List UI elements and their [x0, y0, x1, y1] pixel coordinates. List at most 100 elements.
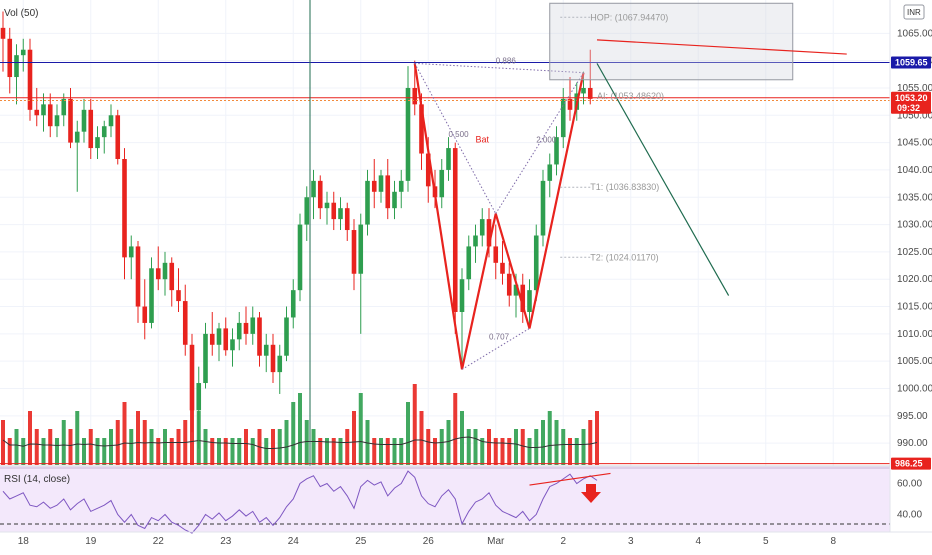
volume-bar [28, 411, 32, 465]
candle-body [338, 208, 343, 220]
volume-bar [68, 429, 73, 465]
time-tick-label: Mar [487, 536, 505, 547]
rsi-pane-background [0, 466, 890, 532]
candle-body [540, 180, 546, 236]
time-tick-label: 23 [220, 536, 232, 547]
volume-bar [392, 438, 397, 465]
volume-bar [129, 429, 134, 465]
volume-bar [264, 438, 269, 465]
volume-bar [311, 429, 316, 465]
candle-body [466, 246, 472, 280]
volume-bar [109, 429, 113, 465]
candle-body [20, 49, 26, 56]
candle-body [547, 164, 553, 181]
candle-body [176, 290, 181, 302]
volume-bar [217, 438, 221, 465]
candle-body [223, 328, 229, 351]
candle-body [54, 115, 60, 127]
candle-body [317, 180, 323, 209]
time-tick-label: 4 [695, 536, 701, 547]
volume-bar [419, 411, 424, 465]
candle-body [392, 191, 397, 209]
candle-body [493, 246, 499, 263]
time-tick-label: 8 [830, 536, 836, 547]
candle-body [371, 180, 377, 192]
volume-bar [7, 438, 12, 465]
candle-body [554, 137, 559, 165]
bat-ratio-label: 2.000 [536, 136, 557, 145]
volume-bar [520, 429, 525, 465]
volume-bar [284, 420, 289, 465]
volume-bar [358, 393, 363, 465]
candle-body [162, 262, 168, 280]
volume-bar [547, 411, 552, 465]
time-tick-label: 18 [18, 536, 30, 547]
price-tick-label: 990.00 [897, 438, 928, 449]
volume-bar [345, 429, 350, 465]
candle-body [344, 208, 350, 231]
price-tick-label: 1040.00 [897, 165, 932, 176]
price-tick-label: 1035.00 [897, 192, 932, 203]
candle-body [41, 104, 46, 116]
time-tick-label: 24 [288, 536, 300, 547]
candle-body [297, 224, 303, 291]
candle-body [115, 115, 121, 159]
candle-body [479, 219, 485, 236]
volume-bar [588, 420, 593, 465]
bat-ratio-dotted-line [414, 62, 584, 74]
green-projection-line [596, 63, 730, 296]
candle-body [520, 284, 526, 312]
price-tick-label: 1015.00 [897, 302, 932, 313]
price-tick-label: 1055.00 [897, 83, 932, 94]
candle-body [351, 230, 357, 274]
label-layer: 0.500 0.707 2.000 0.886 Bat HOP: (1067.94470)… [4, 8, 668, 485]
candle-body [88, 109, 94, 149]
price-tick-label: 1050.00 [897, 110, 932, 121]
volume-pane-label: Vol (50) [4, 8, 38, 19]
volume-bar [34, 429, 39, 465]
price-tick-label: 1025.00 [897, 247, 932, 258]
candle-body [506, 273, 512, 296]
volume-bar [88, 429, 93, 465]
volume-bar [473, 429, 478, 465]
candle-body [439, 169, 445, 198]
candle-body [0, 27, 6, 39]
target-label: T1: (1036.83830) [590, 182, 659, 192]
candle-body [250, 317, 256, 334]
price-tick-label: 1065.00 [897, 28, 932, 39]
candle-body [128, 246, 134, 258]
volume-bar [595, 411, 599, 465]
volume-bar [250, 438, 255, 465]
volume-bar [554, 420, 559, 465]
down-arrow-icon [581, 484, 601, 503]
candle-body [74, 131, 80, 143]
candle-body [277, 355, 283, 373]
candle-body [412, 87, 418, 105]
candle-body [459, 279, 465, 312]
volume-bar [176, 429, 181, 465]
volume-bar [271, 429, 275, 465]
candle-body [149, 268, 154, 323]
volume-bar [318, 438, 323, 465]
candle-body [500, 262, 505, 274]
candle-body [236, 322, 242, 340]
volume-bar [574, 438, 579, 465]
volume-bar [115, 420, 120, 465]
volume-bar [41, 438, 46, 465]
candle-body [142, 306, 148, 323]
volume-bar [95, 438, 100, 465]
rsi-tick-label: 40.00 [897, 510, 922, 521]
volume-bar [1, 420, 5, 465]
time-tick-label: 5 [763, 536, 769, 547]
candle-body [304, 197, 310, 225]
bat-pattern-name: Bat [476, 135, 490, 145]
bat-ratio-label: 0.886 [496, 56, 517, 65]
candle-body [365, 180, 370, 225]
candle-body [587, 87, 593, 99]
volume-bar [487, 429, 491, 465]
volume-layer [1, 384, 599, 465]
price-tick-label: 1005.00 [897, 356, 932, 367]
price-tick-label: 1045.00 [897, 138, 932, 149]
